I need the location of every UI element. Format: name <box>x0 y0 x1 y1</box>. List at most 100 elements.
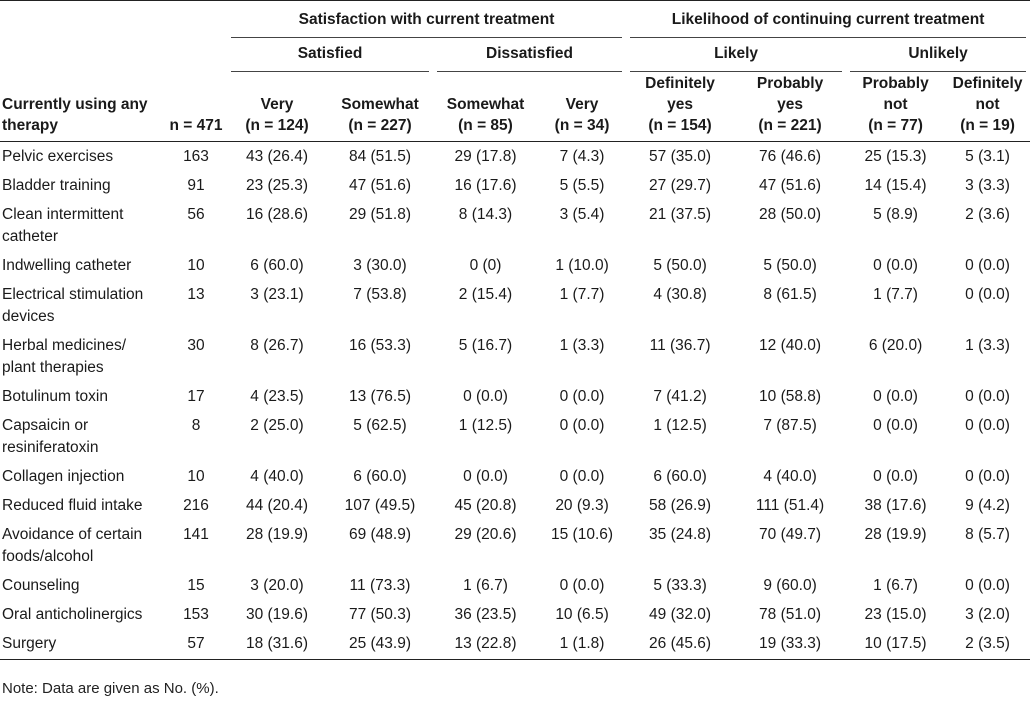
n-cell: 141 <box>183 526 209 543</box>
n-cell: 56 <box>187 206 205 223</box>
table-row: Electrical stimulation devices 13 3 (23.1) 7… <box>0 280 1030 331</box>
value-cell: 5 (33.3) <box>653 577 707 594</box>
table-row: Bladder training 91 23 (25.3) 47 (51.6) 16 (… <box>0 171 1030 200</box>
value-cell: 57 (35.0) <box>649 148 712 165</box>
table-row: Counseling 15 3 (20.0) 11 (73.3) 1 (6.7) 0 (0… <box>0 571 1030 600</box>
value-cell: 0 (0.0) <box>965 417 1010 434</box>
value-cell: 11 (36.7) <box>649 337 711 354</box>
value-cell: 0 (0.0) <box>559 577 605 594</box>
value-cell: 25 (15.3) <box>864 148 927 165</box>
therapy-name-cell: Herbal medicines/plant therapies <box>2 337 127 376</box>
value-cell: 58 (26.9) <box>649 497 712 514</box>
value-cell: 16 (17.6) <box>454 177 517 194</box>
value-cell: 0 (0.0) <box>873 417 918 434</box>
table-row: Pelvic exercises 163 43 (26.4) 84 (51.5) 29 … <box>0 142 1030 172</box>
value-cell: 13 (76.5) <box>348 388 412 405</box>
value-cell: 26 (45.6) <box>649 635 712 652</box>
subgroup-unlikely-header: Unlikely <box>846 39 1030 73</box>
value-cell: 29 (17.8) <box>454 148 517 165</box>
value-cell: 0 (0.0) <box>965 468 1010 485</box>
value-cell: 3 (30.0) <box>353 257 407 274</box>
value-cell: 84 (51.5) <box>348 148 412 165</box>
value-cell: 0 (0.0) <box>873 388 918 405</box>
value-cell: 3 (2.0) <box>965 606 1010 623</box>
value-cell: 3 (23.1) <box>250 286 304 303</box>
value-cell: 7 (53.8) <box>353 286 407 303</box>
subgroup-likely-header: Likely <box>626 39 846 73</box>
group-satisfaction-header: Satisfaction with current treatment <box>227 1 626 40</box>
value-cell: 8 (5.7) <box>965 526 1010 543</box>
value-cell: 4 (40.0) <box>763 468 817 485</box>
value-cell: 5 (3.1) <box>965 148 1010 165</box>
value-cell: 5 (16.7) <box>458 337 513 354</box>
value-cell: 111 (51.4) <box>755 497 825 514</box>
n-cell: 153 <box>183 606 209 623</box>
n-cell: 10 <box>187 257 205 274</box>
value-cell: 20 (9.3) <box>555 497 609 514</box>
value-cell: 0 (0.0) <box>965 257 1010 274</box>
value-cell: 0 (0.0) <box>965 286 1010 303</box>
value-cell: 107 (49.5) <box>344 497 416 514</box>
table-row: Oral anticholinergics 153 30 (19.6) 77 (50.… <box>0 600 1030 629</box>
column-header-probably-not: Probably not (n = 77) <box>862 75 929 134</box>
value-cell: 1 (1.8) <box>559 635 605 652</box>
value-cell: 3 (5.4) <box>559 206 605 223</box>
value-cell: 49 (32.0) <box>649 606 712 623</box>
n-cell: 216 <box>183 497 209 514</box>
value-cell: 6 (20.0) <box>868 337 923 354</box>
value-cell: 16 (53.3) <box>348 337 412 354</box>
n-cell: 13 <box>187 286 205 303</box>
table-row: Collagen injection 10 4 (40.0) 6 (60.0) 0 (0… <box>0 462 1030 491</box>
value-cell: 0 (0) <box>469 257 502 274</box>
value-cell: 3 (20.0) <box>250 577 304 594</box>
therapy-name-cell: Reduced fluid intake <box>2 497 143 514</box>
value-cell: 6 (60.0) <box>250 257 304 274</box>
value-cell: 13 (22.8) <box>454 635 517 652</box>
therapy-name-cell: Oral anticholinergics <box>2 606 143 623</box>
value-cell: 4 (40.0) <box>250 468 304 485</box>
column-header-definitely-not: Definitely not (n = 19) <box>952 75 1023 134</box>
therapy-name-cell: Electrical stimulation devices <box>2 286 144 325</box>
table-row: Avoidance of certain foods/alcohol 141 28 (… <box>0 520 1030 571</box>
n-cell: 57 <box>187 635 205 652</box>
value-cell: 76 (46.6) <box>759 148 822 165</box>
header-blank <box>165 1 227 40</box>
table-row: Botulinum toxin 17 4 (23.5) 13 (76.5) 0 (0.0… <box>0 382 1030 411</box>
value-cell: 1 (12.5) <box>458 417 513 434</box>
therapy-name-cell: Collagen injection <box>2 468 125 485</box>
therapy-name-cell: Pelvic exercises <box>2 148 114 165</box>
value-cell: 6 (60.0) <box>353 468 407 485</box>
header-blank <box>165 39 227 73</box>
value-cell: 8 (61.5) <box>763 286 817 303</box>
therapy-name-cell: Surgery <box>2 635 57 652</box>
value-cell: 30 (19.6) <box>245 606 309 623</box>
column-header-n: n = 471 <box>169 117 223 134</box>
table-body: Pelvic exercises 163 43 (26.4) 84 (51.5) 29 … <box>0 142 1030 660</box>
value-cell: 45 (20.8) <box>454 497 517 514</box>
value-cell: 5 (62.5) <box>353 417 407 434</box>
value-cell: 0 (0.0) <box>463 388 508 405</box>
subgroup-dissatisfied-header: Dissatisfied <box>433 39 626 73</box>
table-row: Reduced fluid intake 216 44 (20.4) 107 (49.… <box>0 491 1030 520</box>
value-cell: 1 (12.5) <box>653 417 707 434</box>
column-header-somewhat-dissatisfied: Somewhat (n = 85) <box>446 96 525 134</box>
therapy-name-cell: Counseling <box>2 577 80 594</box>
value-cell: 5 (8.9) <box>873 206 918 223</box>
value-cell: 23 (15.0) <box>864 606 927 623</box>
group-likelihood-header: Likelihood of continuing current treatme… <box>626 1 1030 40</box>
value-cell: 27 (29.7) <box>649 177 712 194</box>
column-header-probably-yes: Probably yes (n = 221) <box>756 75 824 134</box>
value-cell: 10 (58.8) <box>759 388 822 405</box>
value-cell: 0 (0.0) <box>559 417 605 434</box>
value-cell: 9 (60.0) <box>763 577 817 594</box>
value-cell: 8 (26.7) <box>250 337 304 354</box>
value-cell: 1 (6.7) <box>873 577 918 594</box>
value-cell: 29 (51.8) <box>348 206 412 223</box>
value-cell: 78 (51.0) <box>759 606 822 623</box>
value-cell: 69 (48.9) <box>348 526 412 543</box>
header-blank <box>0 1 165 40</box>
value-cell: 12 (40.0) <box>759 337 822 354</box>
value-cell: 5 (50.0) <box>763 257 817 274</box>
value-cell: 0 (0.0) <box>965 577 1010 594</box>
